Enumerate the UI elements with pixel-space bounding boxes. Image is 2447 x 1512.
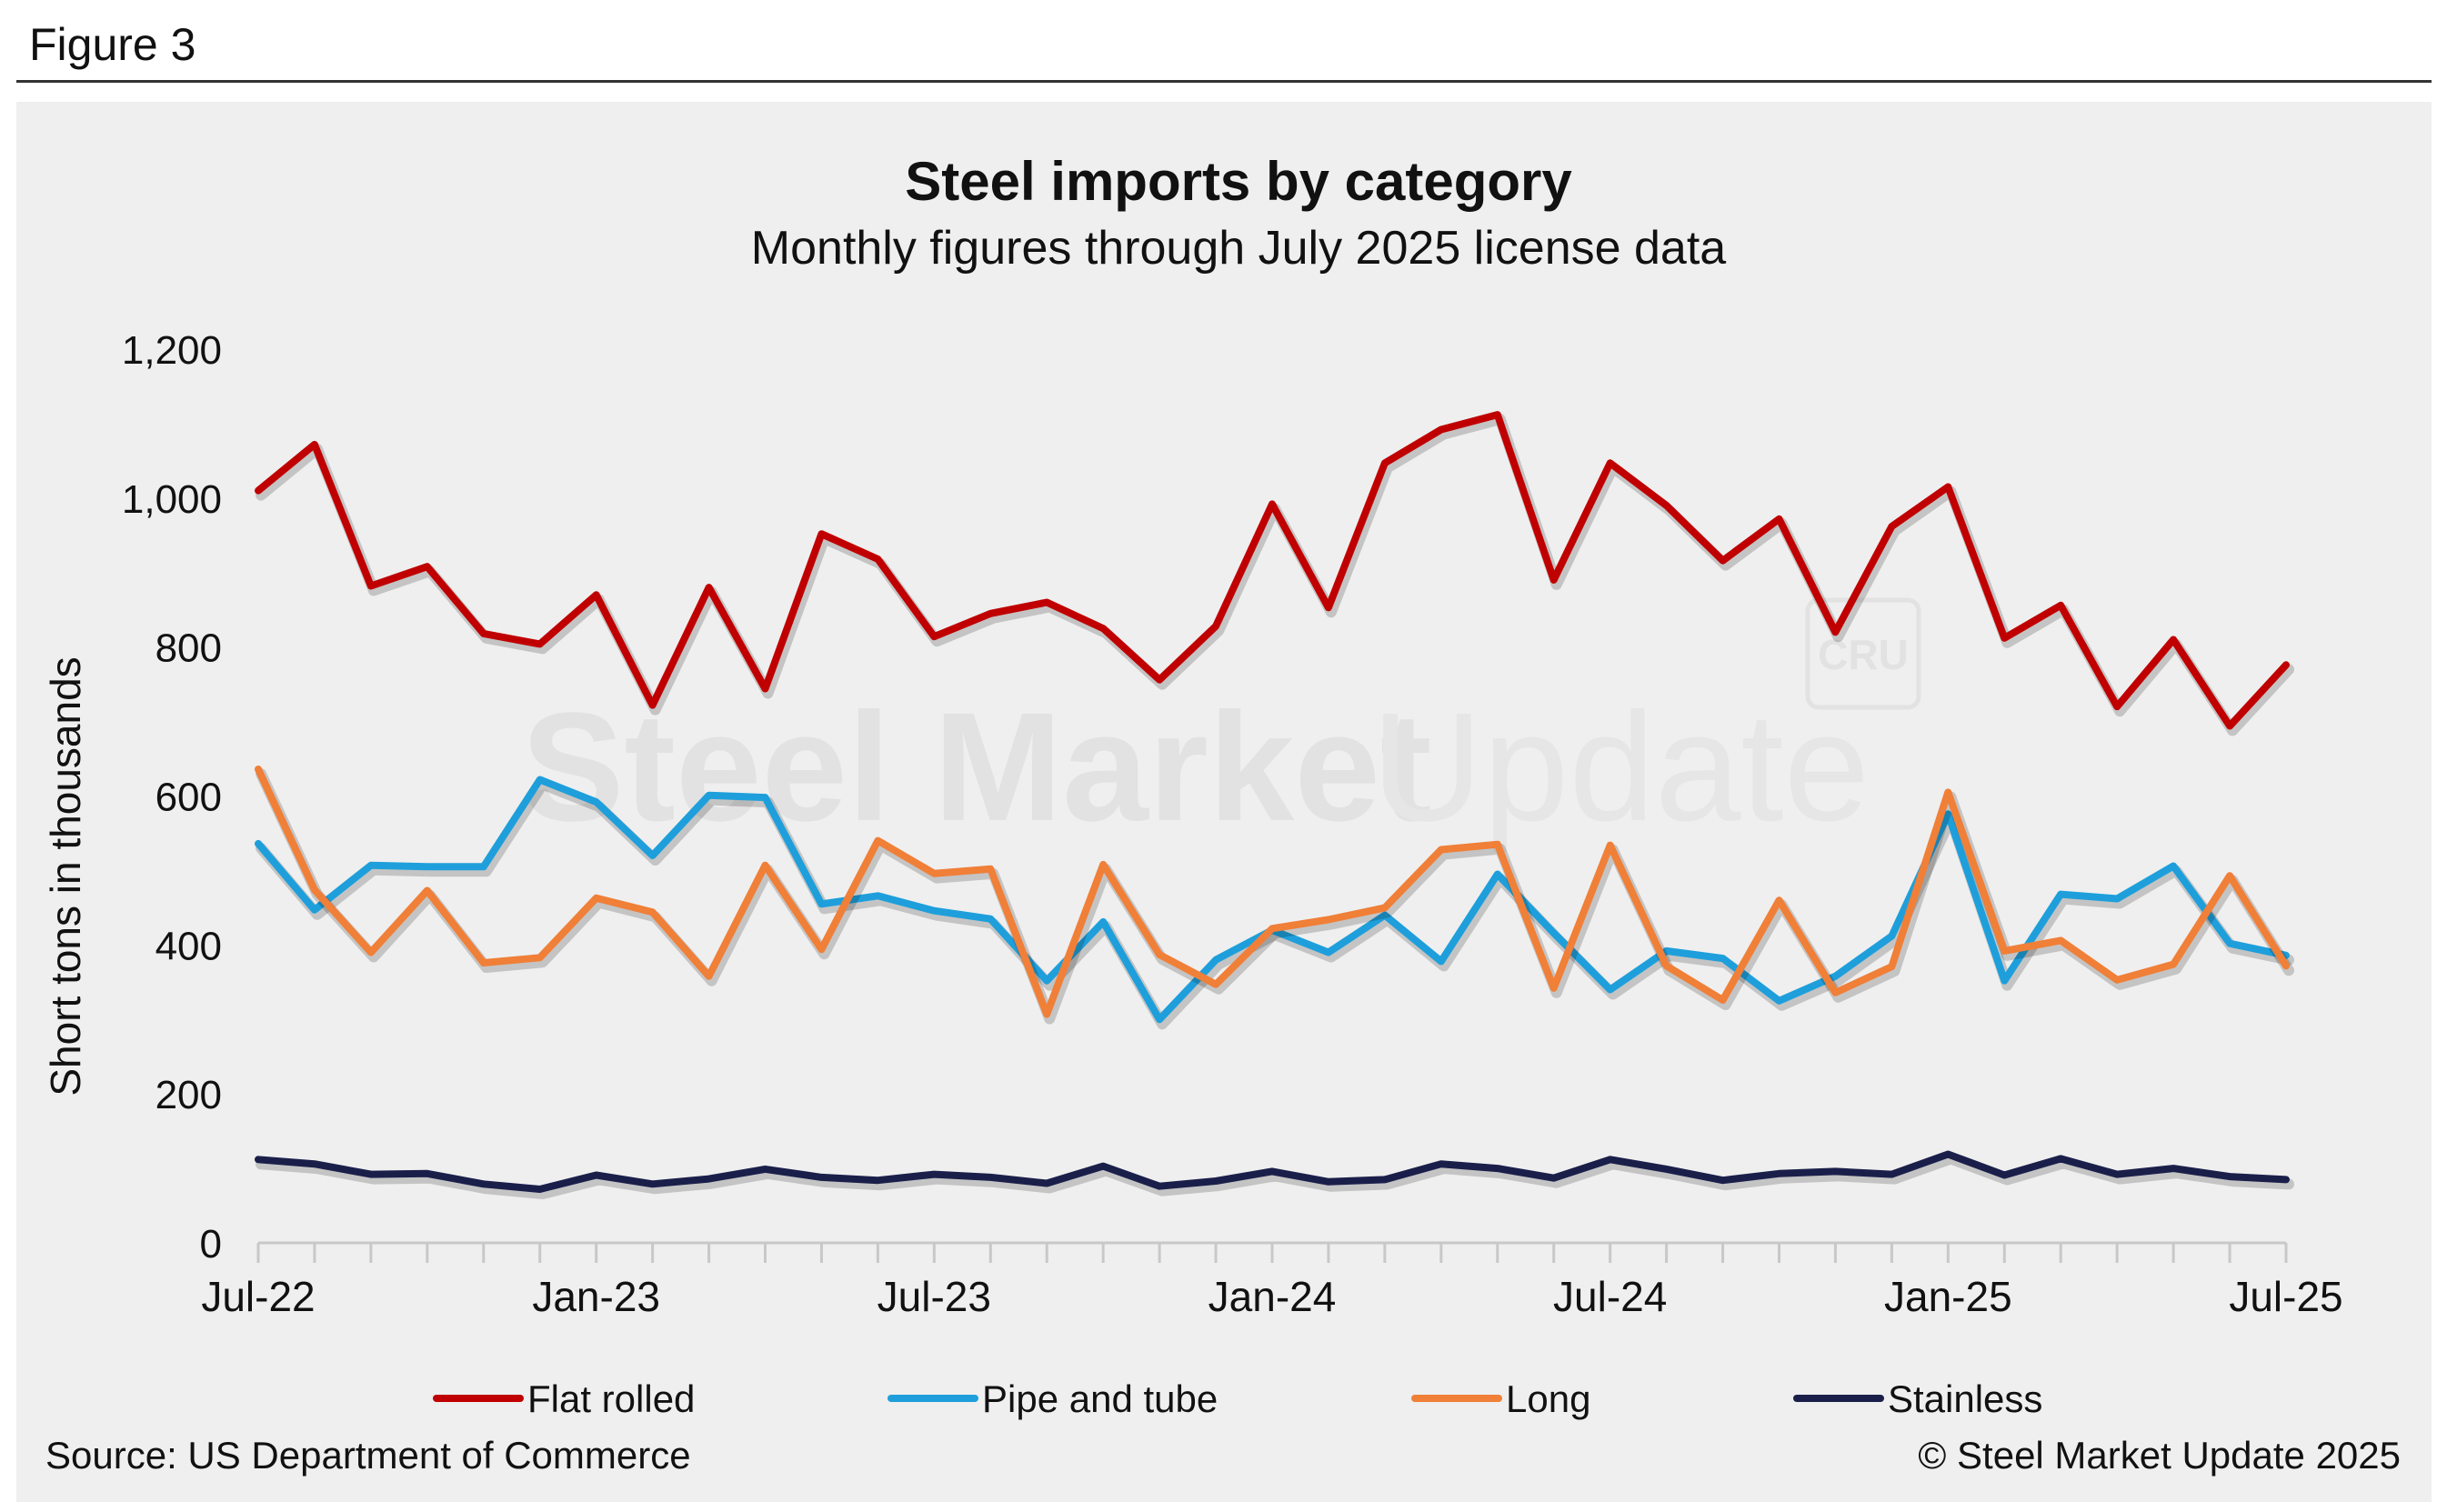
chart-subtitle: Monthly figures through July 2025 licens…	[751, 222, 1727, 275]
x-tick-label: Jul-25	[2229, 1273, 2342, 1320]
x-tick-label: Jan-25	[1884, 1273, 2012, 1320]
legend-label: Pipe and tube	[982, 1377, 1218, 1420]
x-tick-label: Jul-24	[1553, 1273, 1667, 1320]
y-tick-label: 0	[200, 1222, 222, 1267]
legend-label: Stainless	[1888, 1377, 2042, 1420]
y-tick-label: 1,200	[122, 328, 222, 373]
legend: Flat rolled Pipe and tube Long Stainless	[433, 1377, 2042, 1420]
watermark-bold-text: Steel Market	[521, 681, 1432, 854]
y-tick-label: 200	[155, 1073, 222, 1117]
line-chart: Steel Market Update CRU Steel imports by…	[42, 151, 2401, 1477]
y-tick-label: 600	[155, 776, 222, 820]
watermark-badge-icon	[1805, 597, 1921, 710]
chart-title: Steel imports by category	[905, 151, 1572, 212]
x-tick-label: Jul-23	[878, 1273, 991, 1320]
chart-panel: Steel Market Update CRU Steel imports by…	[16, 102, 2432, 1502]
watermark-badge-text: CRU	[1818, 631, 1909, 678]
watermark: Steel Market Update CRU	[521, 597, 1921, 854]
y-tick-label: 400	[155, 924, 222, 968]
x-axis: Jul-22 Jan-23 Jul-23 Jan-24 Jul-24 Jan-25 Jul-…	[201, 1241, 2343, 1320]
source-note: Source: US Department of Commerce	[45, 1434, 691, 1477]
y-tick-label: 800	[155, 626, 222, 671]
x-tick-label: Jul-22	[201, 1273, 315, 1320]
watermark-light-text: Update	[1371, 681, 1870, 854]
series-line-flat-rolled	[255, 411, 2290, 730]
copyright-note: © Steel Market Update 2025	[1918, 1434, 2401, 1477]
y-axis-ticks: 0 200 400 600 800 1,000 1,200	[122, 328, 222, 1267]
series-lines	[255, 411, 2294, 1199]
y-axis-label: Short tons in thousands	[42, 656, 89, 1096]
figure-divider	[16, 80, 2432, 83]
series-line-long	[255, 766, 2290, 1018]
figure-label: Figure 3	[29, 19, 196, 70]
y-tick-label: 1,000	[122, 477, 222, 522]
series-line-stainless	[255, 1150, 2290, 1193]
legend-label: Flat rolled	[527, 1377, 695, 1420]
legend-label: Long	[1506, 1377, 1590, 1420]
x-tick-label: Jan-24	[1208, 1273, 1337, 1320]
x-tick-label: Jan-23	[532, 1273, 660, 1320]
